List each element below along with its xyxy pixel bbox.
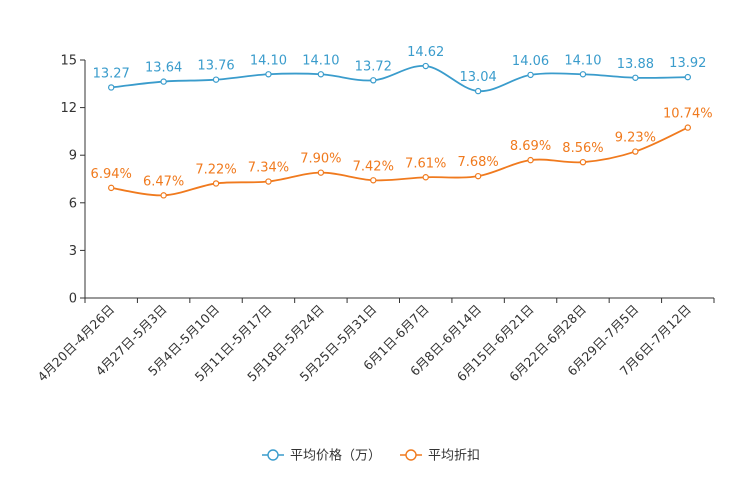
series-layer: 13.27 13.64 13.76 14.10 14.10 13.72 14.62 13.04… <box>91 45 713 199</box>
data-label: 9.23% <box>615 131 656 146</box>
data-label: 13.64 <box>145 61 182 76</box>
data-point <box>212 180 220 187</box>
data-label: 14.10 <box>302 53 339 68</box>
data-label: 13.88 <box>617 57 654 72</box>
data-label: 13.27 <box>93 66 130 81</box>
legend-label: 平均折扣 <box>428 449 480 464</box>
legend: 平均价格（万） 平均折扣 <box>262 448 480 464</box>
data-point <box>684 124 691 131</box>
series-1: 6.94% 6.47% 7.22% 7.34% 7.90% 7.42% 7.61% 7.68%… <box>91 107 713 199</box>
legend-marker <box>405 449 417 461</box>
data-label: 8.69% <box>510 139 551 154</box>
data-point <box>527 156 534 164</box>
y-tick-label: 0 <box>69 292 77 307</box>
data-label: 7.90% <box>300 152 341 167</box>
data-point <box>474 172 482 180</box>
data-point <box>474 87 482 95</box>
data-point <box>579 158 587 166</box>
data-point <box>212 76 220 83</box>
data-point <box>160 78 167 85</box>
legend-item-0[interactable]: 平均价格（万） <box>262 448 381 464</box>
data-point <box>108 184 115 192</box>
data-point <box>579 71 587 78</box>
data-point <box>370 177 377 184</box>
y-tick-label: 3 <box>69 244 77 259</box>
data-point <box>160 192 167 199</box>
data-label: 8.56% <box>562 141 603 156</box>
y-tick-label: 12 <box>60 101 77 116</box>
data-label: 14.62 <box>407 45 444 60</box>
series-line <box>111 126 689 197</box>
data-point <box>108 84 115 91</box>
data-point <box>265 178 272 185</box>
series-0: 13.27 13.64 13.76 14.10 14.10 13.72 14.62 13.04… <box>93 45 706 95</box>
data-point <box>422 174 429 181</box>
data-point <box>317 71 325 78</box>
data-label: 13.76 <box>197 59 234 74</box>
data-label: 13.72 <box>355 59 392 74</box>
legend-marker <box>267 449 279 461</box>
data-point <box>632 74 639 81</box>
data-point <box>632 148 639 155</box>
data-label: 7.68% <box>457 155 498 170</box>
data-label: 14.06 <box>512 54 549 69</box>
data-point <box>265 71 272 78</box>
series-line <box>111 65 688 93</box>
y-tick-label: 9 <box>69 149 77 164</box>
data-point <box>422 62 429 70</box>
data-label: 7.42% <box>353 159 394 174</box>
data-label: 7.61% <box>405 156 446 171</box>
data-label: 14.10 <box>250 53 287 68</box>
data-label: 6.94% <box>91 167 132 182</box>
data-label: 13.92 <box>669 56 706 71</box>
data-label: 13.04 <box>460 70 497 85</box>
y-tick-label: 6 <box>69 196 77 211</box>
data-point <box>370 77 377 84</box>
data-label: 10.74% <box>663 107 713 122</box>
data-point <box>317 169 325 176</box>
data-label: 6.47% <box>143 174 184 189</box>
data-point <box>684 73 691 81</box>
data-label: 7.22% <box>195 162 236 177</box>
axes: 036912154月20日-4月26日4月27日-5月3日5月4日-5月10日5… <box>34 54 715 384</box>
y-tick-label: 15 <box>60 54 77 69</box>
data-point <box>527 71 534 79</box>
legend-item-1[interactable]: 平均折扣 <box>400 449 480 464</box>
data-label: 14.10 <box>564 53 601 68</box>
legend-label: 平均价格（万） <box>290 448 381 464</box>
data-label: 7.34% <box>248 161 289 176</box>
